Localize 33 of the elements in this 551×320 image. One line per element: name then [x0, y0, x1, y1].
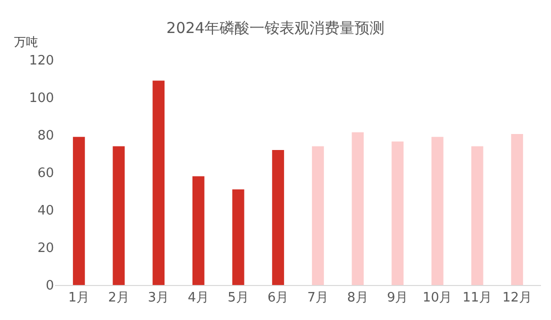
bar [352, 132, 364, 285]
x-tick-label: 6月 [267, 290, 289, 306]
bar [192, 176, 204, 285]
x-tick-label: 4月 [188, 290, 210, 306]
x-tick-label: 11月 [462, 290, 492, 306]
y-tick-label: 80 [37, 128, 54, 144]
bar [511, 134, 524, 285]
x-tick-label: 1月 [68, 290, 90, 306]
x-tick-label: 3月 [148, 290, 170, 306]
bar [392, 142, 404, 285]
bar [232, 189, 244, 285]
bar [112, 146, 125, 285]
y-tick-label: 100 [29, 91, 54, 106]
x-tick-label: 8月 [347, 290, 368, 306]
y-tick-label: 0 [46, 278, 54, 294]
bar [431, 136, 444, 285]
x-tick-label: 12月 [502, 290, 532, 306]
x-tick-label: 5月 [228, 290, 249, 306]
y-axis-title: 万吨 [14, 35, 38, 49]
y-tick-label: 40 [37, 204, 54, 219]
y-tick-label: 20 [37, 241, 54, 256]
bar [272, 150, 284, 285]
x-tick-label: 9月 [386, 290, 408, 306]
bar [72, 136, 85, 285]
x-tick-label: 10月 [422, 290, 452, 306]
y-tick-label: 60 [37, 166, 54, 182]
x-tick-label: 7月 [307, 290, 329, 306]
y-tick-label: 120 [29, 54, 54, 69]
bar [152, 80, 165, 285]
chart-title: 2024年磷酸一铵表观消费量预测 [166, 18, 385, 37]
bar [312, 146, 324, 285]
x-tick-label: 2月 [108, 290, 130, 306]
bar [471, 146, 484, 285]
